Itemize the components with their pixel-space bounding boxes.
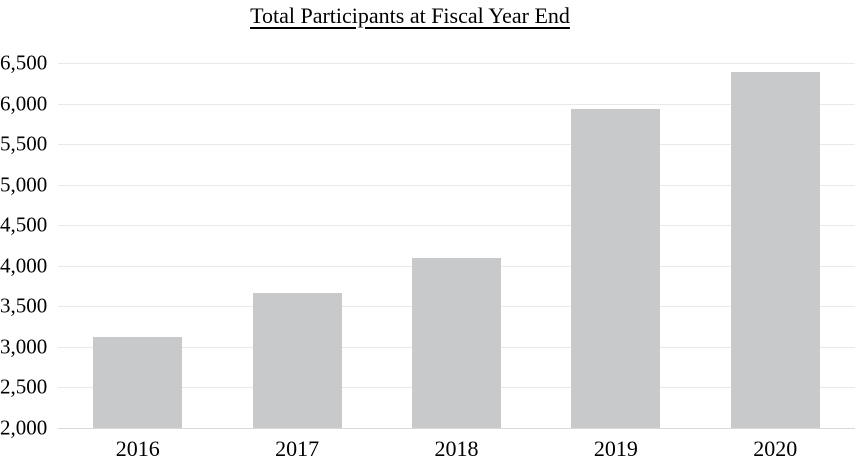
bar-2018 xyxy=(412,257,501,428)
y-tick-label: 6,500 xyxy=(0,50,48,75)
x-tick-label: 2018 xyxy=(434,436,479,461)
gridline xyxy=(58,144,855,146)
bar-2020 xyxy=(730,71,820,428)
plot-area xyxy=(58,63,855,429)
gridline xyxy=(58,103,855,105)
x-tick-label: 2017 xyxy=(275,436,320,461)
bar-2019 xyxy=(571,108,661,428)
x-tick-label: 2020 xyxy=(753,436,798,461)
x-tick-label: 2019 xyxy=(593,436,638,461)
y-tick-label: 3,500 xyxy=(0,293,48,318)
chart-title: Total Participants at Fiscal Year End xyxy=(250,3,570,28)
gridline xyxy=(58,63,855,64)
y-tick-label: 2,000 xyxy=(0,415,48,440)
y-tick-label: 5,500 xyxy=(0,131,48,156)
y-tick-label: 6,000 xyxy=(0,91,48,116)
bar-2016 xyxy=(93,336,183,428)
y-tick-label: 4,500 xyxy=(0,212,48,237)
x-tick-label: 2016 xyxy=(115,436,160,461)
gridline xyxy=(58,184,855,186)
bar-2017 xyxy=(252,292,342,428)
gridline xyxy=(58,225,855,227)
y-tick-label: 4,000 xyxy=(0,253,48,278)
y-tick-label: 5,000 xyxy=(0,172,48,197)
y-tick-label: 2,500 xyxy=(0,374,48,399)
y-tick-label: 3,000 xyxy=(0,334,48,359)
